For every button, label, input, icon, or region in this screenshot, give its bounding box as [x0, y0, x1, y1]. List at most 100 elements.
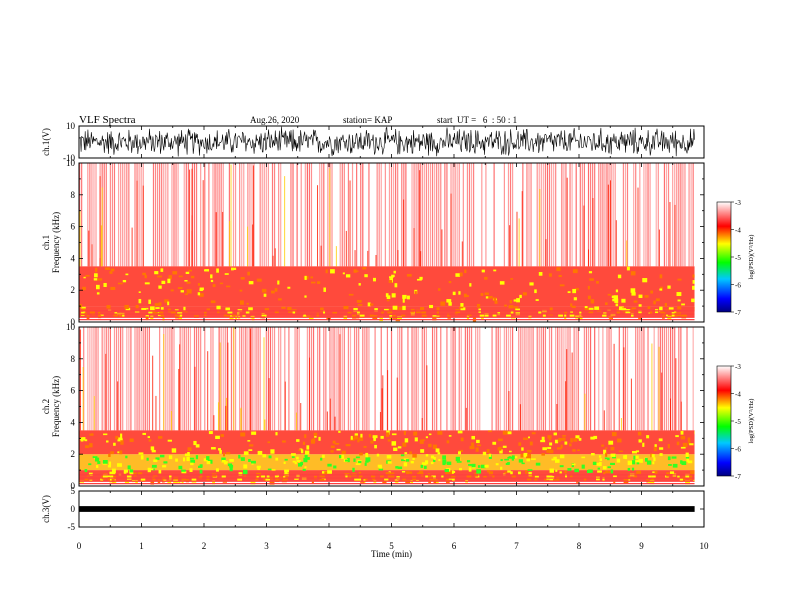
spectrum-stripe [473, 163, 475, 267]
spectrum-stripe [109, 327, 111, 431]
band-speckle [355, 463, 361, 466]
freq-tick-label: 2 [71, 285, 76, 295]
spectrum-stripe [540, 163, 542, 267]
band-speckle [365, 452, 369, 458]
band-speckle [412, 453, 417, 458]
band-speckle [352, 314, 357, 319]
band-speckle [146, 307, 149, 310]
band-speckle [183, 306, 186, 311]
spectrum-stripe [327, 163, 329, 267]
spectrum-burst [82, 367, 84, 431]
band-speckle [224, 273, 229, 275]
band-speckle [438, 459, 441, 462]
spectrum-stripe [608, 163, 610, 267]
band-speckle [163, 461, 168, 464]
band-speckle [494, 300, 498, 304]
band-speckle [531, 458, 536, 460]
spectrum-stripe [117, 327, 120, 431]
band-speckle [347, 311, 352, 315]
band-speckle [436, 307, 440, 311]
spectrum-stripe [378, 163, 380, 267]
spectrum-stripe [458, 327, 460, 431]
band-speckle [666, 313, 670, 317]
band-speckle [380, 475, 384, 479]
spectrum-stripe [384, 163, 386, 267]
spectrum-stripe [503, 327, 505, 431]
band-speckle [682, 476, 686, 481]
band-speckle [526, 457, 530, 462]
time-tick-label: 6 [452, 541, 457, 551]
spectrum-stripe [555, 327, 557, 431]
spectrum-stripe [294, 327, 296, 431]
spectrum-stripe [686, 327, 688, 431]
no-data-area [694, 327, 704, 486]
band-speckle [477, 465, 481, 468]
band-speckle [247, 271, 250, 276]
band-speckle [617, 274, 622, 279]
band-speckle [274, 475, 279, 478]
spectrum-burst [334, 416, 336, 431]
band-speckle [432, 315, 437, 319]
band-speckle [484, 292, 489, 296]
band-speckle [181, 480, 184, 484]
spectrum-burst [461, 241, 463, 267]
freq-tick-label: 10 [66, 322, 76, 332]
spectrum-stripe [511, 327, 514, 431]
band-speckle [616, 458, 621, 463]
band-speckle [425, 454, 429, 457]
band-speckle [167, 278, 171, 284]
no-data-area [694, 163, 704, 322]
spectrum-burst [626, 240, 628, 267]
spectrum-stripe [431, 327, 434, 431]
spectrum-stripe [670, 327, 672, 431]
band-speckle [412, 457, 415, 460]
spectrum-stripe [528, 327, 530, 431]
band-speckle [94, 273, 98, 278]
spectrum-stripe [323, 163, 325, 267]
band-speckle [421, 311, 427, 315]
band-speckle [675, 435, 679, 438]
band-speckle [576, 480, 579, 483]
spectrum-burst [630, 378, 632, 431]
band-speckle [227, 311, 233, 314]
band-speckle [680, 430, 684, 435]
spectrum-stripe [530, 163, 532, 267]
band-speckle [332, 311, 338, 315]
spectrum-stripe [680, 163, 682, 267]
band-speckle [317, 281, 321, 284]
spectrum-stripe [109, 163, 111, 267]
spectrum-stripe [105, 163, 107, 267]
spectrum-burst [658, 229, 660, 267]
spectrum-burst [397, 250, 399, 267]
spectrum-stripe [415, 327, 417, 431]
colorbar-tick-label: -6 [735, 282, 741, 290]
spectrum-stripe [667, 163, 670, 267]
spectrum-stripe [218, 327, 220, 431]
amp-tick-label: -10 [63, 153, 75, 163]
band-speckle [508, 305, 514, 309]
band-speckle [274, 288, 278, 292]
band-speckle [100, 477, 104, 482]
band-speckle [409, 451, 412, 455]
band-speckle [528, 436, 531, 439]
spectrum-stripe [688, 163, 690, 267]
band-speckle [553, 432, 557, 436]
spectrum-burst [93, 396, 95, 431]
band-speckle [257, 450, 263, 455]
band-speckle [117, 282, 123, 285]
band-speckle [382, 480, 387, 484]
band-speckle [167, 439, 172, 442]
spectrum-stripe [380, 327, 382, 431]
spectrum-stripe [189, 327, 192, 431]
spectrum-stripe [479, 327, 481, 431]
band-speckle [602, 314, 607, 317]
spectrum-burst [509, 225, 511, 267]
spectrum-burst [335, 246, 337, 267]
band-speckle [569, 314, 575, 318]
spectrum-stripe [565, 327, 567, 431]
band-speckle [345, 274, 351, 278]
band-speckle [296, 456, 299, 460]
band-speckle [402, 298, 405, 303]
spectrum-burst [329, 168, 331, 267]
